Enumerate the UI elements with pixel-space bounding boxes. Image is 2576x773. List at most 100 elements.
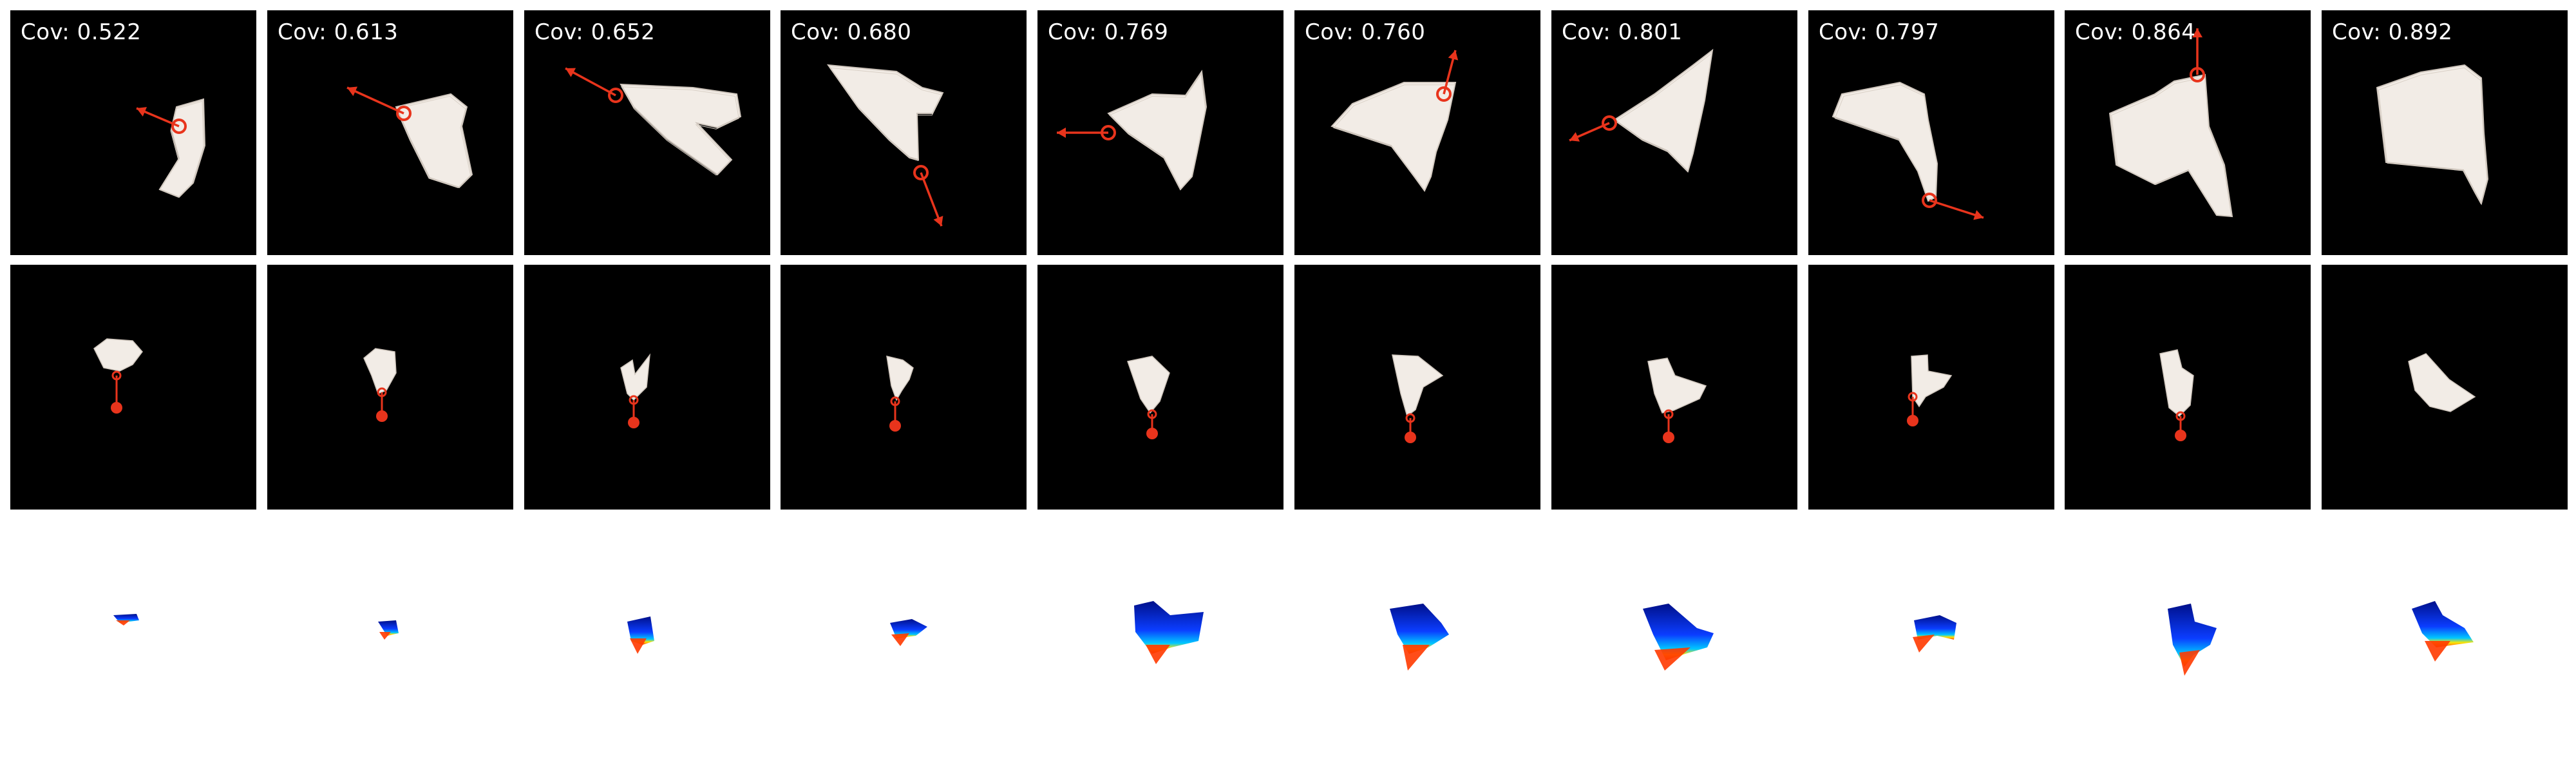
cloth-shape <box>1331 82 1457 192</box>
value-heatmap <box>267 519 513 763</box>
cloth-shape <box>1911 354 1953 408</box>
top-down-camera-frame <box>524 265 770 510</box>
coverage-value: 0.801 <box>1611 19 1683 45</box>
arrow-head <box>2192 28 2202 37</box>
heatmap-region <box>1643 604 1714 660</box>
top-down-camera-frame <box>1808 265 2054 510</box>
coverage-label: Cov: 0.652 <box>535 19 655 45</box>
top-down-camera-frame <box>267 265 513 510</box>
cloth-shape <box>620 83 742 176</box>
value-heatmap <box>1294 519 1540 763</box>
heatmap-peak <box>2179 650 2200 676</box>
heatmap-region <box>627 616 654 645</box>
grasp-point-marker <box>608 88 623 103</box>
cloth-shape <box>2376 64 2489 205</box>
gripper-marker <box>376 410 388 422</box>
arrow-head <box>933 216 943 226</box>
coverage-key: Cov: <box>791 19 840 45</box>
coverage-key: Cov: <box>535 19 584 45</box>
cloth-shape <box>1613 48 1714 173</box>
heatmap-peak <box>1403 645 1430 671</box>
coverage-label: Cov: 0.769 <box>1048 19 1168 45</box>
cloth-shape <box>2408 353 2476 412</box>
top-down-camera-frame <box>2322 265 2568 510</box>
top-down-camera-frame <box>2065 265 2311 510</box>
grasp-point-marker <box>1101 125 1116 140</box>
grasp-point-marker <box>1908 392 1918 402</box>
cloth-shape <box>1107 70 1208 191</box>
coverage-value: 0.892 <box>2381 19 2453 45</box>
cloth-shape <box>826 64 944 161</box>
grasp-point-marker <box>2175 411 2186 421</box>
coverage-key: Cov: <box>2075 19 2125 45</box>
top-down-camera-frame <box>1551 265 1797 510</box>
rendered-cloth-frame: Cov: 0.680 <box>781 10 1027 255</box>
heatmap-peak <box>379 632 391 640</box>
gripper-marker <box>111 402 122 414</box>
cloth-shape <box>886 356 914 401</box>
gripper-marker <box>1405 432 1416 443</box>
cloth-wrinkles <box>395 95 471 189</box>
cloth-shape <box>363 348 397 394</box>
cloth-shape <box>620 353 651 401</box>
grasp-point-marker <box>913 165 929 180</box>
grasp-point-marker <box>377 387 387 397</box>
cloth-shape <box>395 93 473 189</box>
value-heatmap <box>2065 519 2311 763</box>
coverage-value: 0.769 <box>1097 19 1169 45</box>
heatmap-region <box>1134 601 1204 654</box>
value-heatmap <box>1037 519 1283 763</box>
rendered-cloth-frame: Cov: 0.864 <box>2065 10 2311 255</box>
coverage-value: 0.652 <box>583 19 656 45</box>
grasp-point-marker <box>890 396 900 406</box>
coverage-label: Cov: 0.760 <box>1305 19 1425 45</box>
heatmap-region <box>378 620 399 636</box>
value-heatmap <box>10 519 256 763</box>
arrow-head <box>1973 210 1984 220</box>
arrow-head <box>565 68 576 77</box>
rendered-cloth-frame: Cov: 0.613 <box>267 10 513 255</box>
gripper-marker <box>1663 432 1674 443</box>
value-heatmap <box>524 519 770 763</box>
grasp-point-marker <box>171 119 187 134</box>
cloth-shape <box>158 98 206 198</box>
cloth-wrinkles <box>621 86 739 176</box>
coverage-value: 0.522 <box>70 19 142 45</box>
cloth-shape <box>1647 358 1707 414</box>
coverage-value: 0.760 <box>1354 19 1426 45</box>
heatmap-region <box>1390 604 1449 654</box>
coverage-value: 0.797 <box>1868 19 1940 45</box>
arrow-head <box>1448 50 1459 61</box>
coverage-label: Cov: 0.864 <box>2075 19 2195 45</box>
rendered-cloth-frame: Cov: 0.797 <box>1808 10 2054 255</box>
top-down-camera-frame <box>1037 265 1283 510</box>
cloth-wrinkles <box>1834 84 1938 202</box>
cloth-shape <box>2159 349 2194 417</box>
coverage-key: Cov: <box>2332 19 2382 45</box>
grasp-point-marker <box>2190 67 2205 82</box>
cloth-wrinkles <box>1615 52 1712 173</box>
value-heatmap <box>1808 519 2054 763</box>
rendered-cloth-frame: Cov: 0.522 <box>10 10 256 255</box>
coverage-key: Cov: <box>1305 19 1354 45</box>
cloth-shape <box>1392 354 1444 417</box>
grasp-point-marker <box>1663 409 1674 419</box>
grasp-point-marker <box>629 395 639 405</box>
coverage-key: Cov: <box>278 19 327 45</box>
gripper-marker <box>889 420 901 432</box>
arrow-head <box>1057 128 1066 138</box>
cloth-shape <box>2108 73 2233 218</box>
coverage-value: 0.680 <box>840 19 912 45</box>
value-heatmap <box>1551 519 1797 763</box>
heatmap-peak <box>116 620 130 625</box>
top-down-camera-frame <box>10 265 256 510</box>
fling-arrow <box>565 67 616 97</box>
cloth-wrinkles <box>2111 77 2232 217</box>
coverage-value: 0.613 <box>327 19 399 45</box>
grasp-point-marker <box>1405 413 1416 423</box>
grasp-point-marker <box>1922 193 1937 208</box>
coverage-key: Cov: <box>1819 19 1868 45</box>
rendered-cloth-frame: Cov: 0.652 <box>524 10 770 255</box>
gripper-marker <box>1907 415 1918 426</box>
